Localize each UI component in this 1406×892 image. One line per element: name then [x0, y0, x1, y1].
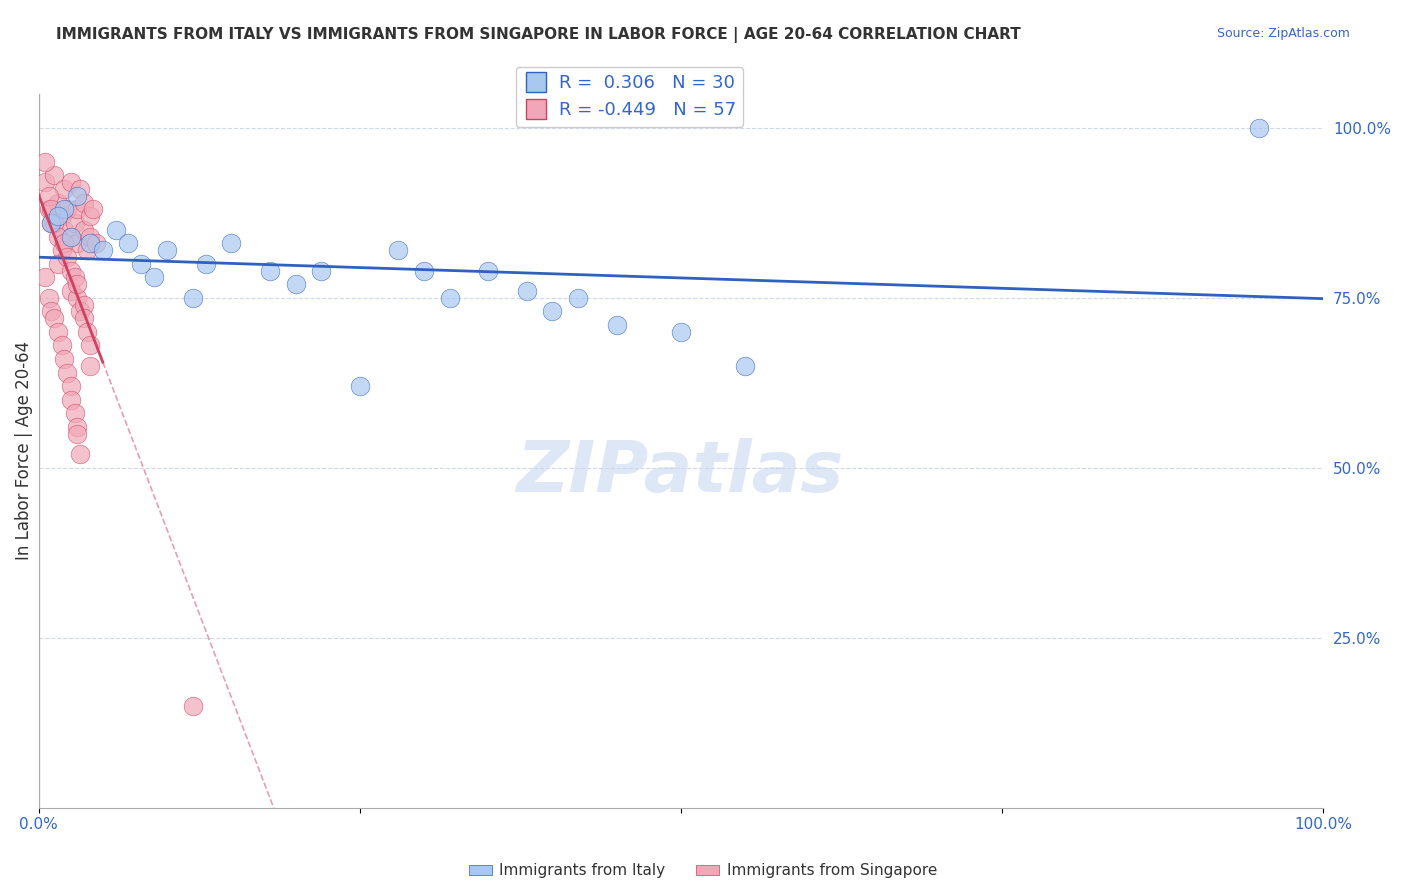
Point	[79, 229, 101, 244]
Point	[41, 216, 63, 230]
Point	[51, 338, 73, 352]
Point	[477, 263, 499, 277]
Point	[79, 359, 101, 373]
Point	[72, 195, 94, 210]
Point	[42, 216, 65, 230]
Point	[46, 257, 69, 271]
Point	[66, 202, 89, 217]
Point	[79, 209, 101, 223]
Point	[38, 291, 60, 305]
Point	[131, 257, 153, 271]
Point	[38, 189, 60, 203]
Point	[72, 223, 94, 237]
Point	[63, 406, 86, 420]
Point	[59, 392, 82, 407]
Point	[46, 229, 69, 244]
Point	[53, 182, 76, 196]
Point	[53, 351, 76, 366]
Point	[56, 366, 79, 380]
Point	[439, 291, 461, 305]
Point	[69, 182, 91, 196]
Point	[79, 236, 101, 251]
Point	[66, 277, 89, 292]
Point	[59, 379, 82, 393]
Point	[46, 209, 69, 223]
Point	[66, 420, 89, 434]
Point	[82, 202, 104, 217]
Point	[41, 216, 63, 230]
Point	[156, 243, 179, 257]
Legend: R =  0.306   N = 30, R = -0.449   N = 57: R = 0.306 N = 30, R = -0.449 N = 57	[516, 67, 744, 127]
Point	[104, 223, 127, 237]
Point	[59, 284, 82, 298]
Point	[387, 243, 409, 257]
Point	[69, 304, 91, 318]
Point	[309, 263, 332, 277]
Point	[541, 304, 564, 318]
Point	[66, 426, 89, 441]
Point	[79, 338, 101, 352]
Point	[56, 202, 79, 217]
Text: ZIPatlas: ZIPatlas	[517, 438, 845, 507]
Point	[53, 236, 76, 251]
Point	[56, 250, 79, 264]
Point	[63, 270, 86, 285]
Point	[63, 216, 86, 230]
Point	[516, 284, 538, 298]
Text: IMMIGRANTS FROM ITALY VS IMMIGRANTS FROM SINGAPORE IN LABOR FORCE | AGE 20-64 CO: IMMIGRANTS FROM ITALY VS IMMIGRANTS FROM…	[56, 27, 1021, 43]
Point	[34, 270, 56, 285]
Point	[66, 189, 89, 203]
Point	[194, 257, 217, 271]
Point	[41, 304, 63, 318]
Point	[669, 325, 692, 339]
Point	[117, 236, 139, 251]
Point	[143, 270, 166, 285]
Point	[76, 325, 98, 339]
Point	[181, 698, 204, 713]
Point	[219, 236, 242, 251]
Point	[76, 243, 98, 257]
Point	[567, 291, 589, 305]
Legend: Immigrants from Italy, Immigrants from Singapore: Immigrants from Italy, Immigrants from S…	[463, 857, 943, 884]
Point	[91, 243, 114, 257]
Point	[59, 175, 82, 189]
Point	[284, 277, 307, 292]
Point	[59, 263, 82, 277]
Point	[34, 154, 56, 169]
Point	[1247, 120, 1270, 135]
Point	[53, 223, 76, 237]
Point	[34, 175, 56, 189]
Point	[72, 297, 94, 311]
Point	[42, 311, 65, 326]
Point	[86, 236, 108, 251]
Point	[42, 169, 65, 183]
Point	[259, 263, 281, 277]
Point	[53, 202, 76, 217]
Point	[51, 209, 73, 223]
Point	[734, 359, 756, 373]
Point	[606, 318, 628, 332]
Point	[413, 263, 436, 277]
Y-axis label: In Labor Force | Age 20-64: In Labor Force | Age 20-64	[15, 342, 32, 560]
Point	[59, 229, 82, 244]
Point	[38, 202, 60, 217]
Point	[66, 291, 89, 305]
Point	[46, 195, 69, 210]
Point	[349, 379, 371, 393]
Text: Source: ZipAtlas.com: Source: ZipAtlas.com	[1216, 27, 1350, 40]
Point	[72, 311, 94, 326]
Point	[59, 229, 82, 244]
Point	[46, 325, 69, 339]
Point	[69, 447, 91, 461]
Point	[41, 202, 63, 217]
Point	[66, 236, 89, 251]
Point	[51, 243, 73, 257]
Point	[181, 291, 204, 305]
